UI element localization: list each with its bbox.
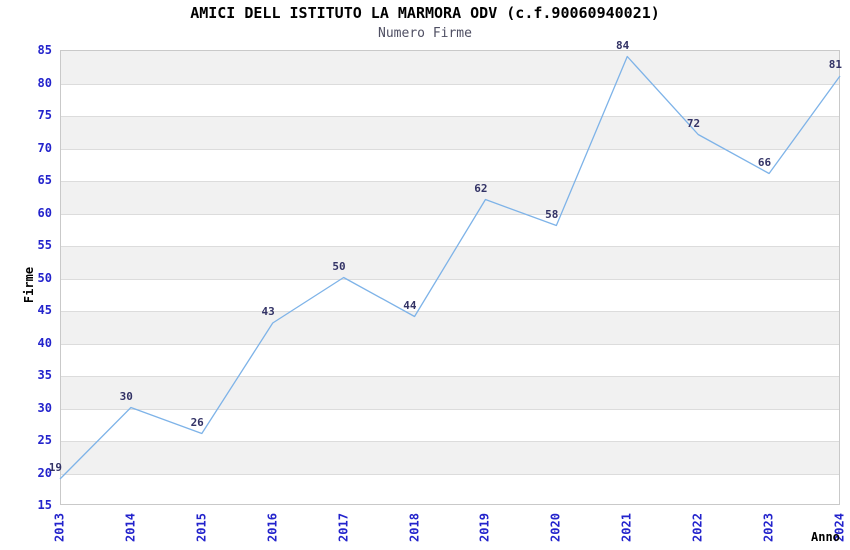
y-tick-label: 85 — [37, 43, 52, 57]
background-band — [61, 51, 839, 84]
data-point-label: 72 — [686, 116, 701, 130]
y-tick-label: 80 — [37, 75, 52, 90]
background-band — [61, 311, 839, 344]
gridline — [61, 116, 839, 117]
x-tick-label: 2019 — [477, 513, 492, 542]
data-point-label: 84 — [616, 38, 630, 52]
x-tick-label: 2015 — [194, 513, 209, 542]
line-series — [59, 55, 841, 480]
gridline — [61, 278, 839, 280]
series-polyline — [59, 55, 841, 480]
y-tick-label: 30 — [37, 400, 52, 415]
data-point-label: 66 — [757, 155, 772, 169]
data-point-label: 30 — [119, 389, 133, 403]
x-tick-label: 2020 — [548, 513, 563, 542]
y-tick-label: 60 — [37, 205, 52, 220]
data-point-label: 62 — [474, 181, 488, 195]
y-tick-label: 50 — [37, 270, 52, 285]
gridline — [61, 213, 839, 215]
x-tick-label: 2017 — [336, 513, 351, 542]
x-axis-title: Anno — [811, 530, 840, 544]
background-band — [61, 376, 839, 409]
gridline — [61, 181, 839, 182]
gridline — [61, 441, 839, 442]
y-axis-title: Firme — [22, 266, 36, 304]
chart-title: AMICI DELL ISTITUTO LA MARMORA ODV (c.f.… — [190, 4, 660, 22]
data-point-label: 50 — [332, 259, 346, 273]
y-tick-label: 40 — [37, 335, 52, 350]
chart-subtitle: Numero Firme — [378, 26, 472, 41]
y-tick-label: 75 — [37, 108, 52, 122]
gridline — [61, 408, 839, 410]
data-point-label: 58 — [545, 207, 559, 221]
x-tick-label: 2022 — [690, 513, 705, 542]
y-tick-label: 15 — [37, 498, 52, 512]
background-band — [61, 116, 839, 149]
data-point-label: 44 — [403, 298, 417, 312]
x-tick-label: 2018 — [407, 513, 422, 542]
data-point-label: 81 — [828, 58, 842, 71]
gridline — [61, 83, 839, 85]
y-tick-label: 25 — [37, 433, 52, 447]
plot-area — [59, 50, 841, 505]
background-band — [61, 181, 839, 214]
y-tick-label: 55 — [37, 238, 52, 252]
x-tick-label: 2021 — [619, 513, 634, 542]
gridline — [61, 311, 839, 312]
gridline — [61, 148, 839, 150]
x-tick-label: 2013 — [52, 513, 67, 542]
y-tick-label: 65 — [37, 173, 52, 187]
x-tick-label: 2023 — [761, 513, 776, 542]
x-tick-label: 2016 — [265, 513, 280, 542]
x-tick-label: 2014 — [123, 513, 138, 542]
y-tick-label: 70 — [37, 140, 52, 155]
data-point-label: 26 — [190, 415, 204, 429]
gridline — [61, 473, 839, 475]
y-tick-label: 45 — [37, 303, 52, 317]
data-point-label: 19 — [48, 461, 62, 474]
y-tick-label: 20 — [37, 465, 52, 480]
y-tick-label: 35 — [37, 368, 52, 382]
background-band — [61, 441, 839, 474]
gridline — [61, 376, 839, 377]
gridline — [61, 343, 839, 345]
data-point-label: 43 — [261, 305, 275, 318]
gridline — [61, 246, 839, 247]
background-band — [61, 246, 839, 279]
